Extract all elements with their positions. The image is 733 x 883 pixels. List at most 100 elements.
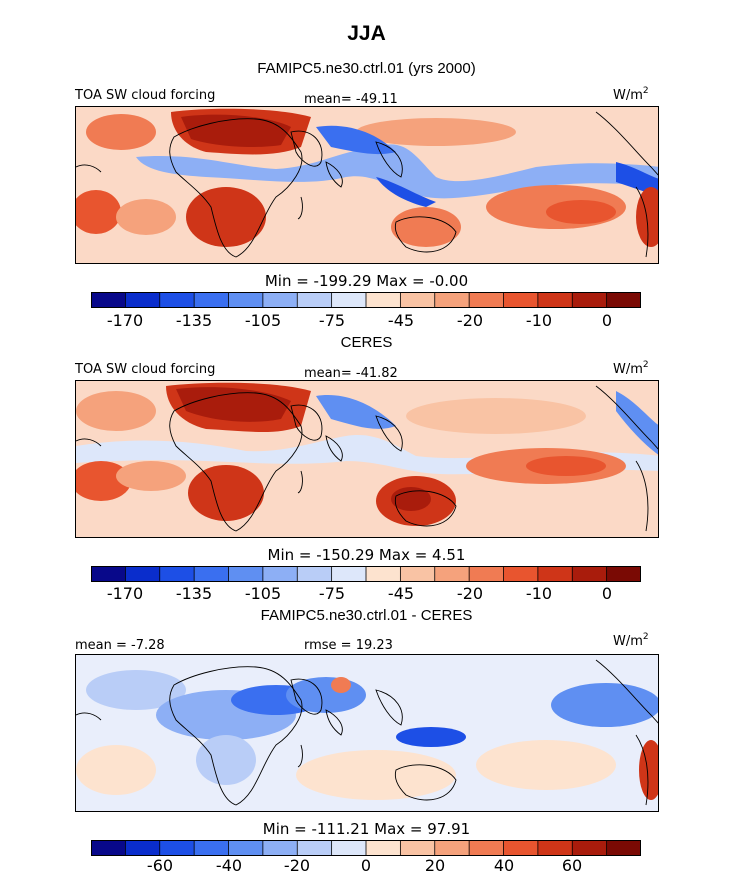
colorbar-swatch	[159, 566, 195, 582]
panel1-tick: -170	[106, 311, 144, 330]
panel3-title: FAMIPC5.ne30.ctrl.01 - CERES	[260, 607, 473, 624]
panel2-tick: -75	[318, 584, 346, 603]
panel1-tick: -75	[318, 311, 346, 330]
colorbar-swatch	[159, 292, 195, 308]
colorbar-swatch	[537, 840, 573, 856]
panel1-maritime-blue	[376, 177, 436, 207]
panel2-tick: -20	[456, 584, 484, 603]
panel3-colorbar	[91, 840, 641, 856]
panel3-tick: 40	[493, 856, 515, 875]
panel2-southern-africa	[188, 465, 264, 521]
panel2-mean: mean= -41.82	[304, 366, 398, 381]
panel1-tick: -20	[456, 311, 484, 330]
panel1-colorbar	[91, 292, 641, 308]
colorbar-swatch	[297, 566, 333, 582]
colorbar-swatch	[434, 566, 470, 582]
colorbar-swatch	[125, 292, 161, 308]
panel2-title: CERES	[340, 334, 393, 351]
colorbar-swatch	[503, 566, 539, 582]
panel3-rmse: rmse = 19.23	[304, 638, 393, 653]
colorbar-swatch	[503, 292, 539, 308]
colorbar-frame	[91, 292, 641, 308]
colorbar-swatch	[331, 840, 367, 856]
colorbar-swatch	[91, 840, 126, 856]
colorbar-swatch	[228, 566, 264, 582]
panel2-tick: -105	[244, 584, 282, 603]
colorbar-frame	[91, 840, 641, 856]
panel2-variable: TOA SW cloud forcing	[75, 362, 216, 377]
panel2-east-pacific-blue	[616, 391, 658, 455]
panel2-tick: -45	[387, 584, 415, 603]
colorbar-swatch	[606, 292, 641, 308]
panel1-itcz-band	[136, 144, 658, 199]
colorbar-swatch	[125, 566, 161, 582]
panel3-india-diff	[331, 677, 351, 693]
colorbar-swatch	[537, 292, 573, 308]
panel1-australia	[391, 207, 461, 247]
panel1-east-pacific-blue	[616, 162, 658, 197]
colorbar-swatch	[159, 840, 195, 856]
panel1-title: FAMIPC5.ne30.ctrl.01 (yrs 2000)	[257, 60, 476, 77]
panel2-tick: -170	[106, 584, 144, 603]
colorbar-swatch	[469, 292, 505, 308]
panel2-units: W/m2	[613, 360, 649, 377]
panel1-variable: TOA SW cloud forcing	[75, 88, 216, 103]
panel1-north-pacific-patch	[356, 118, 516, 146]
colorbar-swatch	[262, 566, 298, 582]
panel1-coastlines	[76, 111, 658, 258]
panel3-map	[75, 654, 659, 812]
colorbar-swatch	[572, 292, 608, 308]
panel3-tick: 60	[561, 856, 583, 875]
panel1-mean: mean= -49.11	[304, 92, 398, 107]
panel3-south-atlantic-diff	[76, 745, 156, 795]
panel2-tick: -10	[525, 584, 553, 603]
panel2-australia-core	[391, 487, 431, 511]
colorbar-swatch	[262, 840, 298, 856]
panel3-tick: 20	[424, 856, 446, 875]
panel2-sc-atlantic-west	[76, 461, 131, 501]
panel1-tick: 0	[601, 311, 613, 330]
panel2-colorbar-ticks: -170 -135 -105 -75 -45 -20 -10 0	[91, 584, 641, 604]
panel3-tick: -60	[146, 856, 174, 875]
panel2-colorbar	[91, 566, 641, 582]
panel3-indian-ocean-diff	[296, 750, 456, 800]
panel3-colorbar-ticks: -60 -40 -20 0 20 40 60	[91, 856, 641, 876]
colorbar-swatch	[194, 840, 230, 856]
colorbar-swatch	[262, 292, 298, 308]
colorbar-swatch	[228, 840, 264, 856]
panel1-southern-africa	[186, 187, 266, 247]
colorbar-swatch	[331, 566, 367, 582]
panel3-mean: mean = -7.28	[75, 638, 165, 653]
colorbar-swatch	[572, 566, 608, 582]
panel1-south-atlantic	[116, 199, 176, 235]
panel1-tick: -45	[387, 311, 415, 330]
colorbar-swatch	[297, 840, 333, 856]
panel1-sc-atlantic-west	[76, 190, 121, 234]
panel3-south-africa-diff	[196, 735, 256, 785]
panel1-tick: -105	[244, 311, 282, 330]
colorbar-swatch	[297, 292, 333, 308]
colorbar-swatch	[366, 840, 401, 856]
colorbar-swatch	[194, 566, 230, 582]
panel2-sahara-core	[176, 387, 291, 422]
panel2-south-atlantic	[116, 461, 186, 491]
colorbar-swatch	[503, 840, 539, 856]
colorbar-swatch	[400, 292, 436, 308]
panel1-map	[75, 106, 659, 264]
panel3-coastlines	[76, 659, 658, 806]
panel3-east-pacific-diff	[551, 683, 658, 727]
colorbar-swatch	[606, 840, 641, 856]
panel1-monsoon-band	[316, 125, 396, 155]
panel3-tick: 0	[360, 856, 372, 875]
colorbar-swatch	[331, 292, 367, 308]
colorbar-swatch	[572, 840, 608, 856]
panel1-tick: -135	[175, 311, 213, 330]
panel1-sc-pacific-core	[546, 200, 616, 224]
panel2-north-atlantic-patch	[76, 391, 156, 431]
colorbar-swatch	[434, 840, 470, 856]
colorbar-swatch	[400, 840, 436, 856]
panel1-colorbar-ticks: -170 -135 -105 -75 -45 -20 -10 0	[91, 311, 641, 331]
panel2-sc-pacific-core	[526, 456, 606, 476]
colorbar-swatch	[228, 292, 264, 308]
panel3-tick: -20	[283, 856, 311, 875]
